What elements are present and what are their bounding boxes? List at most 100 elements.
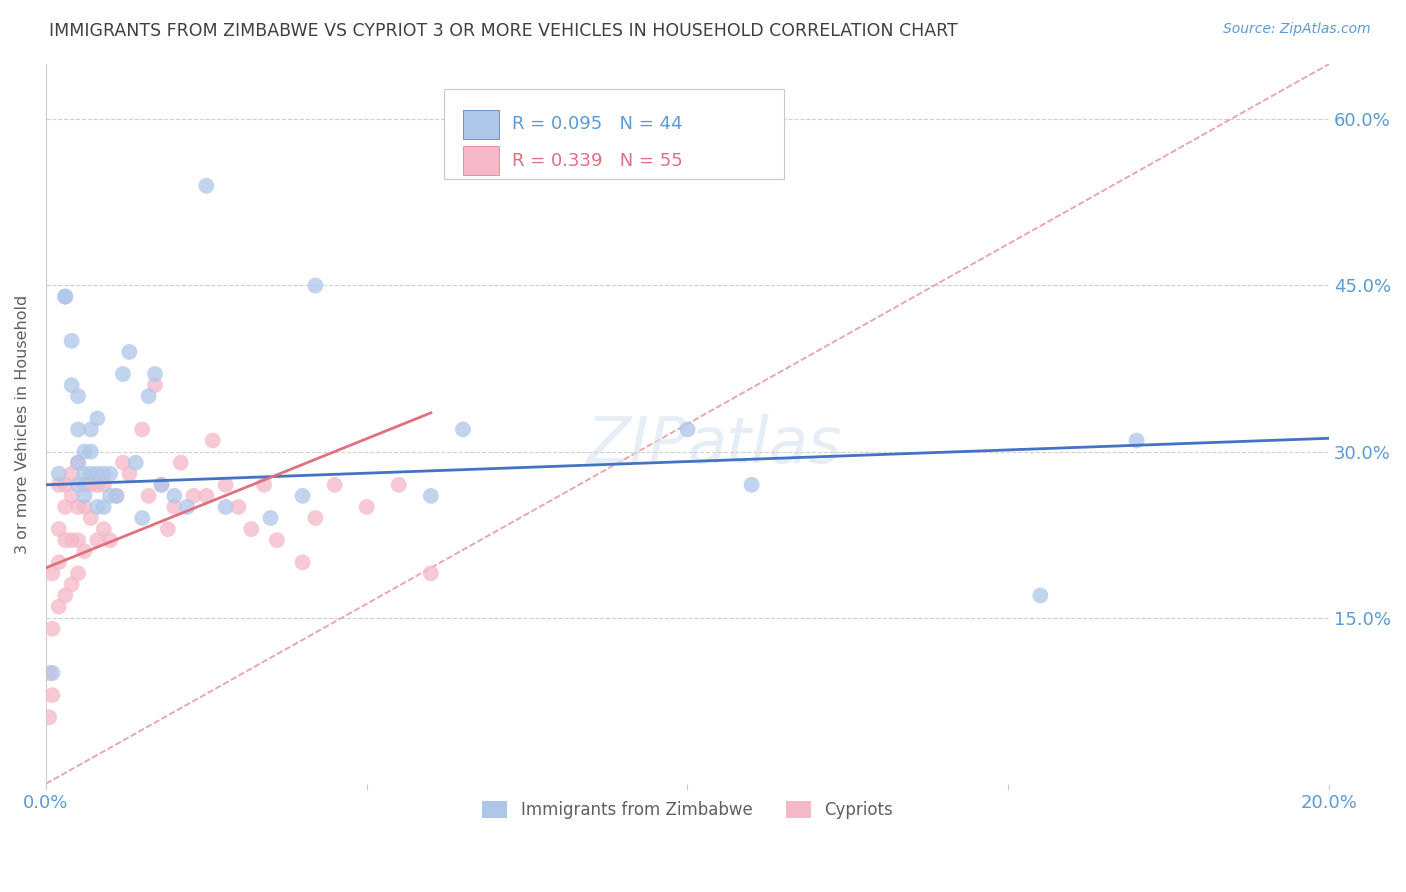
Point xyxy=(60,489,83,503)
Point xyxy=(304,511,326,525)
Point xyxy=(131,422,153,436)
Text: R = 0.095   N = 44: R = 0.095 N = 44 xyxy=(512,115,682,133)
Point xyxy=(1029,589,1052,603)
Text: IMMIGRANTS FROM ZIMBABWE VS CYPRIOT 3 OR MORE VEHICLES IN HOUSEHOLD CORRELATION : IMMIGRANTS FROM ZIMBABWE VS CYPRIOT 3 OR… xyxy=(49,22,957,40)
Text: atlas: atlas xyxy=(688,415,842,476)
Point xyxy=(105,489,128,503)
Point xyxy=(419,566,441,581)
Point xyxy=(131,511,153,525)
Point xyxy=(93,500,115,514)
Point xyxy=(214,500,236,514)
Point xyxy=(356,500,378,514)
Point xyxy=(138,389,160,403)
Point xyxy=(86,477,108,491)
Point xyxy=(41,688,63,702)
Point xyxy=(150,477,173,491)
Point xyxy=(80,511,103,525)
Point xyxy=(150,477,173,491)
Point xyxy=(73,544,96,558)
Point xyxy=(67,456,90,470)
Point xyxy=(304,278,326,293)
Point xyxy=(41,666,63,681)
Point xyxy=(48,555,70,569)
Point xyxy=(240,522,263,536)
Point xyxy=(138,489,160,503)
Point xyxy=(291,489,314,503)
Point xyxy=(48,522,70,536)
Point xyxy=(98,533,121,548)
Point xyxy=(156,522,179,536)
Point xyxy=(60,577,83,591)
Point xyxy=(163,500,186,514)
Point xyxy=(41,566,63,581)
Point xyxy=(201,434,224,448)
Point xyxy=(73,444,96,458)
Point xyxy=(41,622,63,636)
Point xyxy=(125,456,148,470)
Legend: Immigrants from Zimbabwe, Cypriots: Immigrants from Zimbabwe, Cypriots xyxy=(475,794,900,826)
FancyBboxPatch shape xyxy=(463,110,499,138)
Text: R = 0.339   N = 55: R = 0.339 N = 55 xyxy=(512,152,682,169)
Point xyxy=(118,345,141,359)
Point xyxy=(73,500,96,514)
Point xyxy=(143,378,166,392)
Point xyxy=(60,533,83,548)
Point xyxy=(105,489,128,503)
Point xyxy=(195,178,218,193)
Point xyxy=(73,467,96,481)
Point xyxy=(48,599,70,614)
Point xyxy=(291,555,314,569)
FancyBboxPatch shape xyxy=(463,146,499,175)
Point xyxy=(73,489,96,503)
Point xyxy=(323,477,346,491)
Point xyxy=(80,477,103,491)
Text: Source: ZipAtlas.com: Source: ZipAtlas.com xyxy=(1223,22,1371,37)
Point xyxy=(86,533,108,548)
Point xyxy=(53,589,76,603)
Point xyxy=(1125,434,1147,448)
Point xyxy=(183,489,205,503)
Point xyxy=(67,422,90,436)
Point xyxy=(80,422,103,436)
FancyBboxPatch shape xyxy=(444,89,783,179)
Point xyxy=(48,467,70,481)
Point xyxy=(67,477,90,491)
Point xyxy=(48,477,70,491)
Point xyxy=(228,500,250,514)
Point xyxy=(388,477,411,491)
Point xyxy=(98,467,121,481)
Point xyxy=(86,467,108,481)
Point xyxy=(53,289,76,303)
Point xyxy=(176,500,198,514)
Point xyxy=(266,533,288,548)
Point xyxy=(259,511,281,525)
Point xyxy=(111,456,134,470)
Point xyxy=(60,467,83,481)
Point xyxy=(53,289,76,303)
Point xyxy=(93,477,115,491)
Point xyxy=(253,477,276,491)
Point xyxy=(53,533,76,548)
Point xyxy=(53,477,76,491)
Point xyxy=(93,467,115,481)
Point xyxy=(60,334,83,348)
Point xyxy=(676,422,699,436)
Point xyxy=(451,422,474,436)
Point xyxy=(86,411,108,425)
Point xyxy=(111,367,134,381)
Y-axis label: 3 or more Vehicles in Household: 3 or more Vehicles in Household xyxy=(15,294,30,554)
Point xyxy=(86,500,108,514)
Point xyxy=(67,389,90,403)
Point xyxy=(38,710,60,724)
Point xyxy=(60,378,83,392)
Point xyxy=(143,367,166,381)
Point xyxy=(53,500,76,514)
Point xyxy=(67,500,90,514)
Point xyxy=(118,467,141,481)
Point xyxy=(93,522,115,536)
Point xyxy=(67,566,90,581)
Point xyxy=(67,533,90,548)
Point xyxy=(163,489,186,503)
Text: ZIP: ZIP xyxy=(586,415,688,476)
Point xyxy=(419,489,441,503)
